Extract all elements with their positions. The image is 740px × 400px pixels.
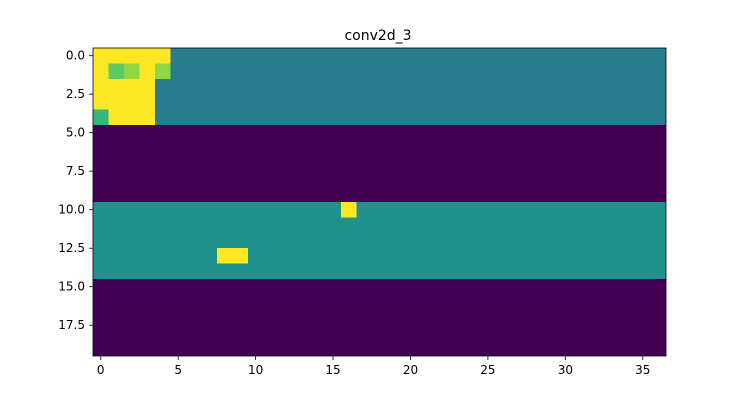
y-tick-label: 15.0 [58,280,85,294]
x-tick-label: 10 [248,363,263,377]
y-tick-label: 7.5 [66,164,85,178]
heatmap-cell-2 [108,63,124,79]
heatmap-band-2 [93,202,666,279]
y-tick-label: 12.5 [58,241,85,255]
heatmap-cell-7 [93,94,155,110]
heatmap-cell-4 [139,63,155,79]
heatmap-cell-6 [93,78,155,95]
x-axis: 0 5 10 15 20 25 30 35 [97,356,650,377]
x-tick-label: 35 [635,363,650,377]
heatmap-cell-1 [93,63,109,79]
x-tick-label: 5 [174,363,182,377]
chart-title: conv2d_3 [344,28,411,44]
heatmap-band-3 [93,279,666,356]
x-tick-label: 30 [558,363,573,377]
y-axis: 0.0 2.5 5.0 7.5 10.0 12.5 15.0 17.5 [58,49,93,332]
heatmap-cell-8 [93,109,109,125]
y-tick-label: 5.0 [66,126,85,140]
heatmap-cell-0 [93,48,171,64]
heatmap-band-0 [93,48,666,125]
heatmap-cell-3 [123,63,140,79]
y-tick-label: 2.5 [66,87,85,101]
x-tick-label: 15 [325,363,340,377]
x-tick-label: 20 [403,363,418,377]
y-tick-label: 17.5 [58,318,85,332]
heatmap-cell-11 [216,248,248,264]
y-tick-label: 0.0 [66,49,85,63]
y-tick-label: 10.0 [58,203,85,217]
heatmap-cell-10 [340,202,357,218]
heatmap-cells [93,48,666,356]
x-tick-label: 25 [480,363,495,377]
heatmap-cell-5 [154,63,171,79]
plot-frame [92,47,667,357]
heatmap-band-1 [93,125,666,202]
x-tick-label: 0 [97,363,105,377]
heatmap-cell-9 [108,109,155,125]
